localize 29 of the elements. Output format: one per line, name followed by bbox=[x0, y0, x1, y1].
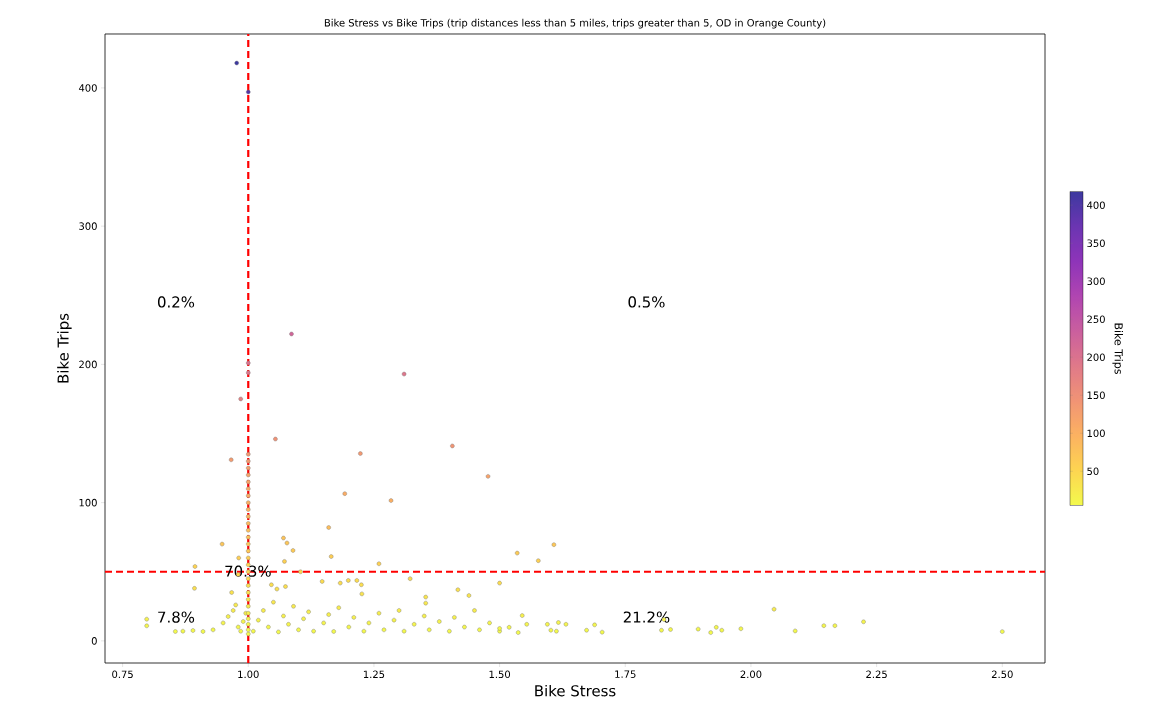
y-tick-label: 400 bbox=[78, 84, 97, 92]
annotation: 21.2% bbox=[623, 611, 670, 623]
x-tick-label: 1.50 bbox=[489, 670, 511, 679]
x-tick-label: 1.00 bbox=[238, 670, 259, 679]
x-tick-label: 0.75 bbox=[112, 670, 133, 679]
color-bar-label: 200 bbox=[1087, 353, 1105, 362]
color-bar-title: Bike Trips bbox=[1112, 323, 1123, 374]
x-tick-label: 2.00 bbox=[740, 670, 762, 679]
color-bar-label: 150 bbox=[1087, 391, 1105, 400]
y-tick-label: 0 bbox=[91, 637, 97, 645]
color-bar-label: 50 bbox=[1087, 467, 1099, 476]
color-bar-label: 350 bbox=[1087, 239, 1105, 247]
color-bar-label: 100 bbox=[1087, 429, 1105, 438]
x-axis-title: Bike Stress bbox=[535, 684, 616, 697]
chart-title: Bike Stress vs Bike Trips (trip distances less than 5 miles, trips greater than 5, OD in Orange County) bbox=[324, 18, 826, 29]
x-tick-label: 1.75 bbox=[615, 670, 636, 678]
x-tick-label: 2.50 bbox=[991, 670, 1013, 679]
y-axis-title: Bike Trips bbox=[57, 313, 72, 383]
color-bar-label: 400 bbox=[1087, 201, 1105, 209]
y-tick-label: 200 bbox=[79, 360, 97, 369]
annotation: 0.2% bbox=[157, 296, 195, 308]
y-tick-label: 100 bbox=[79, 498, 97, 507]
annotation: 7.8% bbox=[158, 611, 195, 623]
annotation: 0.5% bbox=[628, 296, 665, 308]
color-bar-label: 300 bbox=[1087, 277, 1105, 285]
color-bar-label: 250 bbox=[1087, 315, 1105, 323]
x-tick-label: 2.25 bbox=[866, 670, 887, 679]
x-tick-label: 1.25 bbox=[363, 670, 385, 679]
y-tick-label: 300 bbox=[79, 222, 97, 230]
